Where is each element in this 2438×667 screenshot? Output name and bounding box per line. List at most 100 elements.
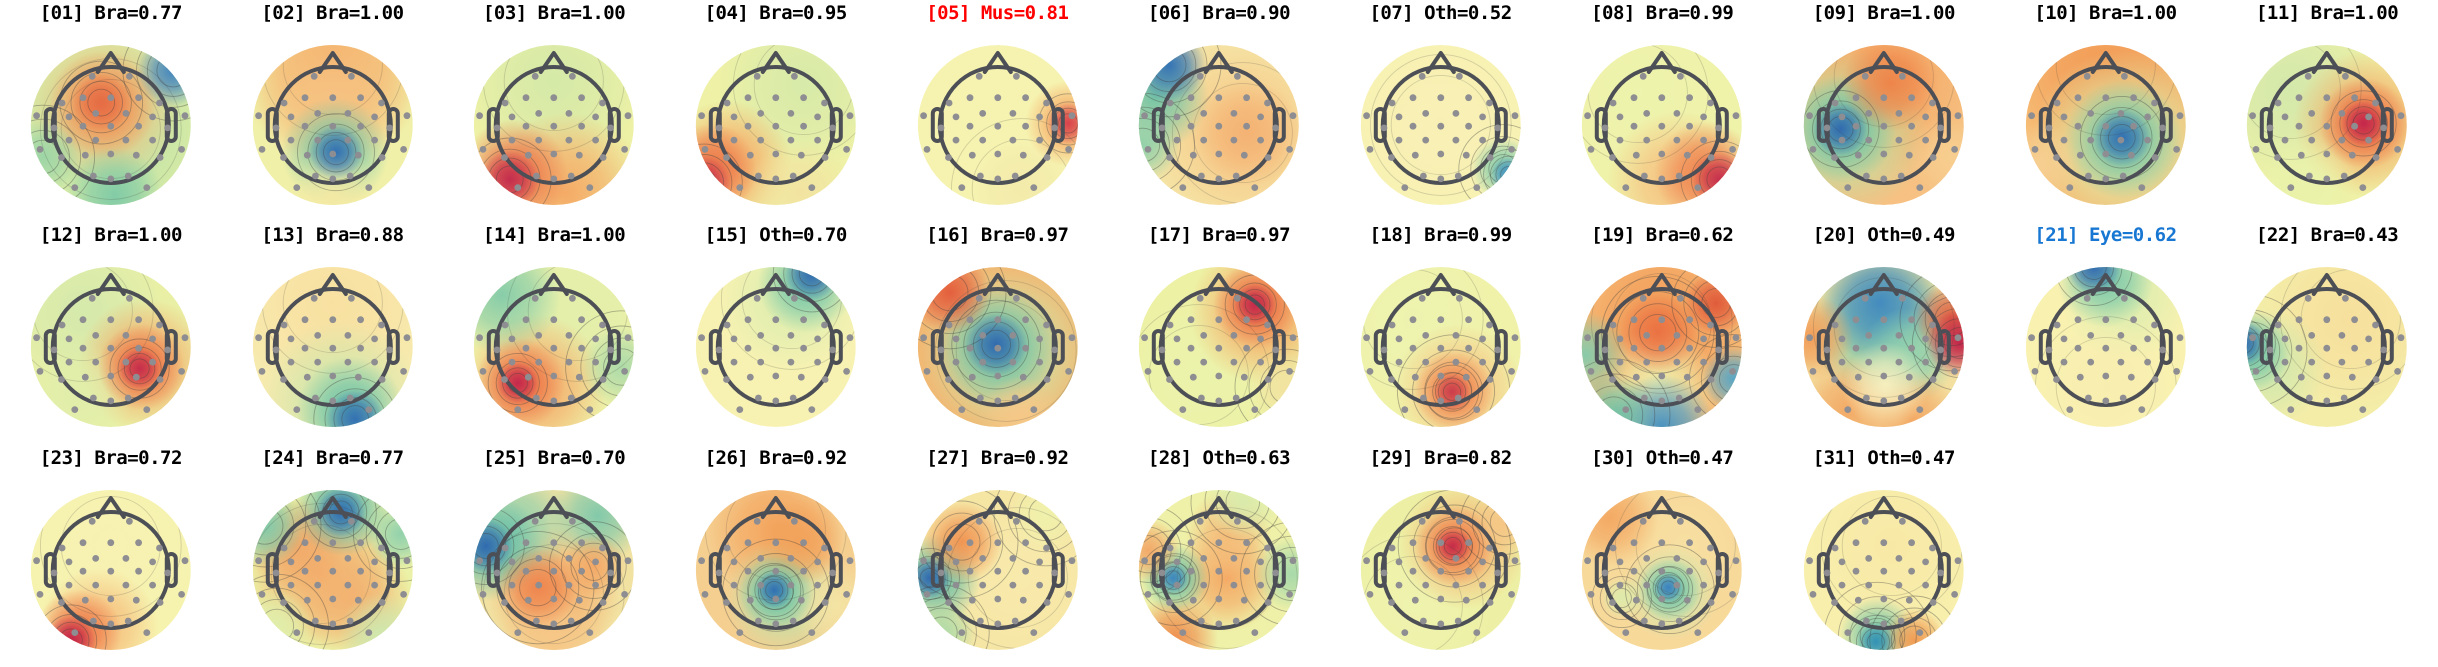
electrode-dots: [33, 295, 189, 414]
component-title: [09] Bra=1.00: [1812, 2, 1956, 24]
component-title: [20] Oth=0.49: [1812, 224, 1956, 247]
electrode-dots: [2249, 295, 2405, 414]
component-cell-13: [13] Bra=0.88: [222, 222, 444, 444]
topomap: [1582, 489, 1743, 650]
component-cell-24: [24] Bra=0.77: [222, 445, 444, 667]
component-title: [28] Oth=0.63: [1147, 446, 1291, 469]
electrode-dots: [1584, 295, 1740, 414]
topomap: [1803, 489, 1964, 650]
scalp-field: [474, 489, 635, 650]
scalp-field: [695, 489, 856, 650]
scalp-field: [1360, 267, 1521, 428]
component-title: [30] Oth=0.47: [1591, 446, 1734, 469]
component-title: [03] Bra=1.00: [482, 2, 626, 24]
topomap: [2025, 45, 2186, 205]
component-title: [15] Oth=0.70: [704, 224, 848, 247]
electrode-dots: [33, 517, 189, 636]
topomap: [695, 267, 856, 428]
component-title: [24] Bra=0.77: [261, 446, 404, 469]
electrode-dots: [919, 72, 1075, 191]
topomap: [695, 489, 856, 650]
electrode-dots: [1141, 295, 1297, 414]
topomap: [1360, 45, 1521, 205]
electrode-dots: [33, 72, 189, 191]
component-title: [19] Bra=0.62: [1591, 224, 1734, 247]
electrode-dots: [476, 295, 632, 414]
electrode-dots: [1584, 517, 1740, 636]
component-cell-16: [16] Bra=0.97: [887, 222, 1109, 444]
topomap: [474, 45, 635, 205]
component-cell-10: [10] Bra=1.00: [1995, 0, 2217, 222]
electrode-dots: [1141, 72, 1297, 191]
component-title: [05] Mus=0.81: [926, 2, 1069, 24]
topomap: [1138, 267, 1299, 428]
topomap: [2247, 267, 2408, 428]
topomap: [252, 45, 413, 205]
electrode-dots: [2249, 72, 2405, 191]
topomap: [695, 45, 856, 205]
electrode-dots: [2027, 295, 2184, 414]
topomap: [30, 489, 191, 650]
component-cell-31: [31] Oth=0.47: [1773, 445, 1995, 667]
component-cell-25: [25] Bra=0.70: [443, 445, 665, 667]
electrode-dots: [919, 295, 1075, 414]
component-cell-08: [08] Bra=0.99: [1551, 0, 1773, 222]
electrode-dots: [1362, 295, 1519, 414]
topomap: [1803, 45, 1964, 205]
electrode-dots: [919, 517, 1075, 636]
topomap: [917, 267, 1078, 428]
component-title: [25] Bra=0.70: [482, 446, 626, 469]
component-cell-07: [07] Oth=0.52: [1330, 0, 1552, 222]
electrode-dots: [1806, 72, 1962, 191]
topomap: [1582, 45, 1743, 205]
component-cell-14: [14] Bra=1.00: [443, 222, 665, 444]
component-cell-06: [06] Bra=0.90: [1108, 0, 1330, 222]
component-cell-18: [18] Bra=0.99: [1330, 222, 1552, 444]
electrode-dots: [1141, 517, 1297, 636]
component-cell-04: [04] Bra=0.95: [665, 0, 887, 222]
component-cell-02: [02] Bra=1.00: [222, 0, 444, 222]
component-cell-28: [28] Oth=0.63: [1108, 445, 1330, 667]
scalp-field: [30, 267, 191, 428]
component-title: [08] Bra=0.99: [1591, 2, 1734, 24]
component-title: [17] Bra=0.97: [1147, 224, 1291, 247]
scalp-field: [917, 489, 1078, 650]
component-title: [13] Bra=0.88: [261, 224, 404, 247]
topomap: [2247, 45, 2408, 205]
component-title: [27] Bra=0.92: [926, 446, 1069, 469]
component-cell-22: [22] Bra=0.43: [2216, 222, 2438, 444]
component-cell-17: [17] Bra=0.97: [1108, 222, 1330, 444]
component-cell-15: [15] Oth=0.70: [665, 222, 887, 444]
component-cell-19: [19] Bra=0.62: [1551, 222, 1773, 444]
component-title: [22] Bra=0.43: [2255, 224, 2399, 247]
component-cell-05: [05] Mus=0.81: [887, 0, 1109, 222]
topomap: [917, 45, 1078, 205]
electrode-dots: [254, 72, 411, 191]
component-title: [16] Bra=0.97: [926, 224, 1069, 247]
topomap: [917, 489, 1078, 650]
component-cell-26: [26] Bra=0.92: [665, 445, 887, 667]
topomap: [1360, 267, 1521, 428]
topomap: [30, 45, 191, 205]
scalp-field: [917, 45, 1078, 205]
component-title: [06] Bra=0.90: [1147, 2, 1291, 24]
topomap: [252, 489, 413, 650]
component-cell-09: [09] Bra=1.00: [1773, 0, 1995, 222]
electrode-dots: [698, 517, 854, 636]
component-title: [18] Bra=0.99: [1369, 224, 1512, 247]
topomap: [2025, 267, 2186, 428]
electrode-dots: [476, 72, 632, 191]
component-title: [02] Bra=1.00: [261, 2, 404, 24]
topomap: [1138, 45, 1299, 205]
component-cell-12: [12] Bra=1.00: [0, 222, 222, 444]
topomap: [474, 489, 635, 650]
electrode-dots: [1806, 295, 1962, 414]
electrode-dots: [476, 517, 632, 636]
electrode-dots: [254, 517, 411, 636]
component-title: [01] Bra=0.77: [39, 2, 183, 24]
component-cell-30: [30] Oth=0.47: [1551, 445, 1773, 667]
component-cell-11: [11] Bra=1.00: [2216, 0, 2438, 222]
electrode-dots: [254, 295, 411, 414]
